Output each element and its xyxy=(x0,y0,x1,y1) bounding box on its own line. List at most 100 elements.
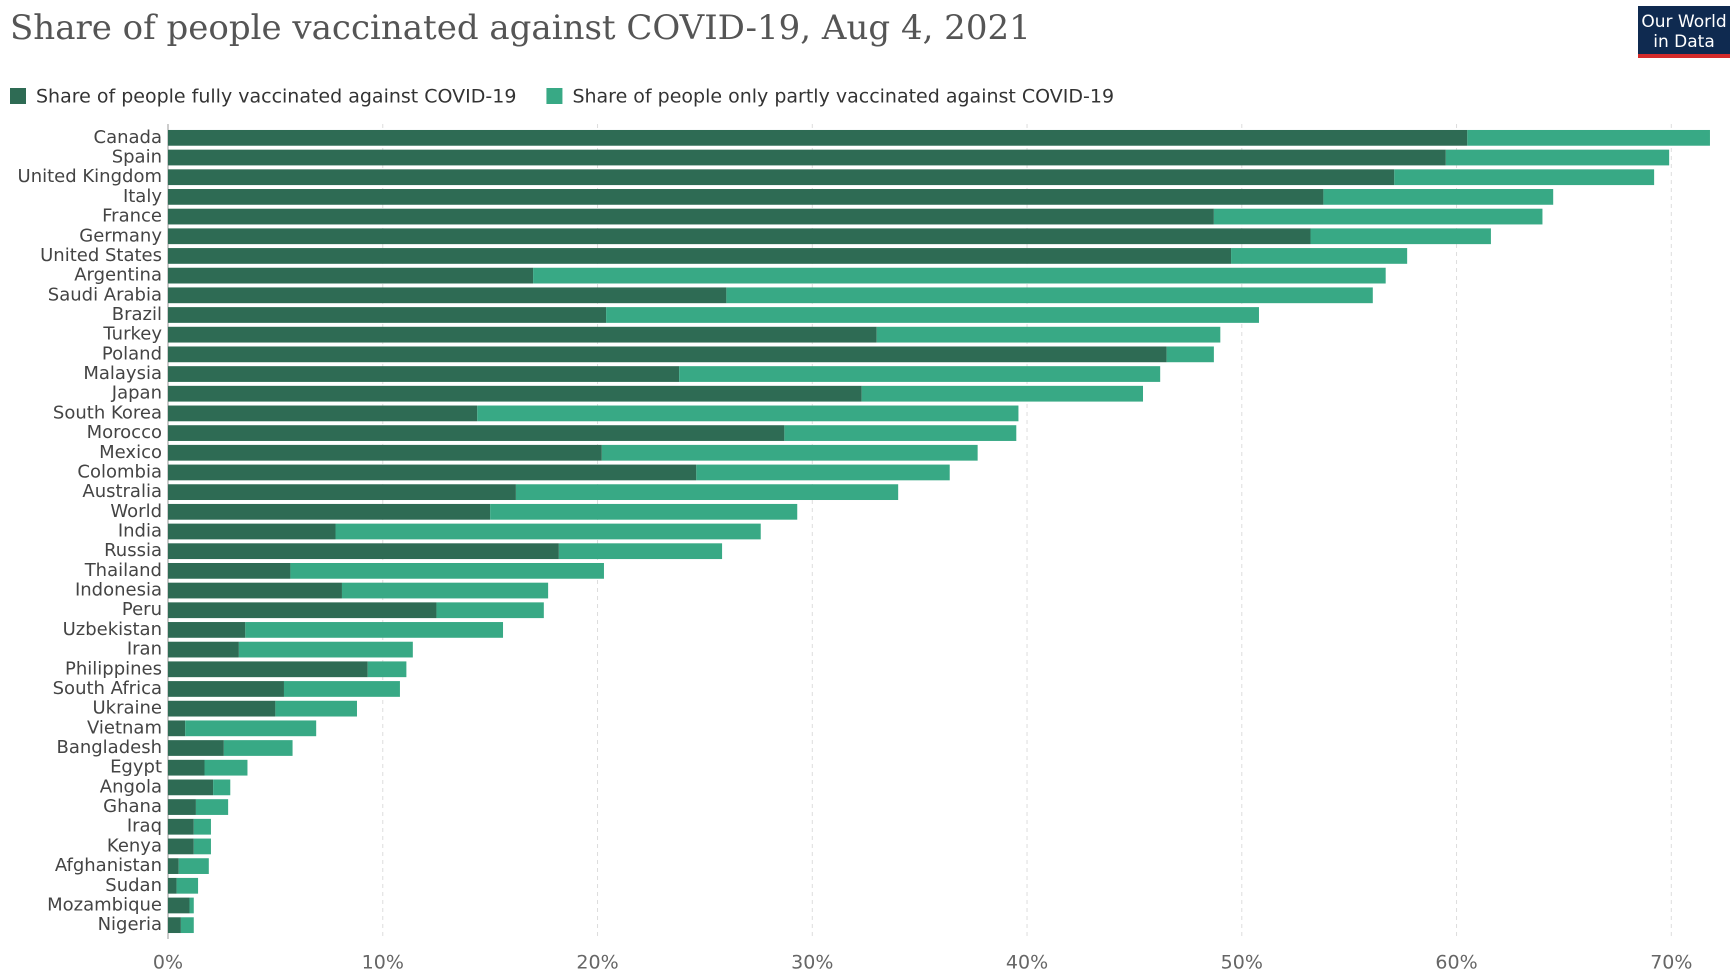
y-tick-label: Uzbekistan xyxy=(63,619,162,640)
bar-segment xyxy=(601,444,978,461)
logo-text: in Data xyxy=(1653,32,1715,52)
y-tick-label: Australia xyxy=(82,481,162,502)
y-tick-label: Russia xyxy=(104,540,162,561)
bar-segment xyxy=(168,523,336,540)
bar-segment xyxy=(515,484,899,501)
bar-segment xyxy=(1166,346,1214,363)
bar-segment xyxy=(168,267,534,284)
y-tick-label: Iraq xyxy=(127,816,162,837)
bar-segment xyxy=(168,838,194,855)
bar-segment xyxy=(367,661,407,678)
bar-segment xyxy=(168,700,276,717)
bar-segment xyxy=(168,385,862,402)
y-tick-label: Ukraine xyxy=(92,698,162,719)
bar-segment xyxy=(436,602,544,619)
logo-box xyxy=(1638,6,1730,58)
legend-label: Share of people fully vaccinated against… xyxy=(36,86,516,108)
y-tick-label: Afghanistan xyxy=(55,855,162,876)
bar-segment xyxy=(168,425,785,441)
bar-segment xyxy=(168,759,205,776)
y-tick-label: Japan xyxy=(111,383,162,404)
bar-segment xyxy=(168,877,177,894)
bar-segment xyxy=(1310,228,1491,245)
chart-title: Share of people vaccinated against COVID… xyxy=(10,8,1031,48)
bar-segment xyxy=(726,287,1373,304)
y-tick-label: World xyxy=(110,501,162,522)
y-tick-label: Vietnam xyxy=(87,717,162,738)
x-tick-label: 60% xyxy=(1435,952,1477,974)
y-tick-label: Thailand xyxy=(84,560,162,581)
logo: Our World in Data xyxy=(1638,6,1730,58)
y-tick-label: Poland xyxy=(102,343,162,364)
bar-segment xyxy=(606,307,1259,323)
bar-segment xyxy=(168,228,1311,245)
bar-segment xyxy=(533,267,1386,284)
bar-segment xyxy=(193,838,211,855)
bar-segment xyxy=(696,464,950,481)
y-tick-label: Angola xyxy=(100,776,162,797)
y-tick-label: Germany xyxy=(79,225,162,246)
x-tick-label: 30% xyxy=(791,952,833,974)
bar-segment xyxy=(176,877,199,894)
bar-segment xyxy=(168,405,478,422)
y-tick-label: South Africa xyxy=(53,678,162,699)
bar-segment xyxy=(168,484,516,501)
bar-segment xyxy=(178,858,209,874)
y-tick-label: Italy xyxy=(123,186,162,207)
bar-segment xyxy=(213,779,231,796)
bar-segment xyxy=(168,129,1468,146)
y-tick-label: Peru xyxy=(122,599,162,620)
bar-segment xyxy=(168,661,368,678)
bar-segment xyxy=(168,366,680,382)
bar-segment xyxy=(1467,129,1710,146)
y-tick-label: Brazil xyxy=(112,304,162,325)
bar-segment xyxy=(168,641,239,658)
y-tick-label: South Korea xyxy=(53,402,162,423)
bar-segment xyxy=(193,818,211,835)
bar-segment xyxy=(168,149,1446,166)
y-tick-label: Sudan xyxy=(105,875,162,896)
bar-segment xyxy=(490,503,798,520)
bar-segment xyxy=(341,582,549,599)
bar-segment xyxy=(1213,208,1543,225)
bar-segment xyxy=(290,562,604,579)
bar-segment xyxy=(180,917,194,934)
y-tick-label: Kenya xyxy=(107,835,162,856)
bar-segment xyxy=(1445,149,1670,166)
x-tick-label: 10% xyxy=(362,952,404,974)
y-tick-label: Argentina xyxy=(74,265,162,286)
bar-segment xyxy=(168,444,602,461)
bar-segment xyxy=(168,818,194,835)
bar-segment xyxy=(223,740,293,756)
bar-segment xyxy=(168,208,1214,225)
y-tick-label: Ghana xyxy=(103,796,162,817)
y-tick-label: Canada xyxy=(94,127,163,148)
bar-segment xyxy=(1394,169,1655,186)
bar-segment xyxy=(195,799,229,815)
bar-segment xyxy=(168,503,491,520)
bar-segment xyxy=(168,287,727,304)
bar-segment xyxy=(168,740,224,756)
bar-segment xyxy=(168,562,291,579)
bar-segment xyxy=(275,700,357,717)
bar-segment xyxy=(168,169,1395,186)
x-tick-label: 50% xyxy=(1221,952,1263,974)
y-tick-label: France xyxy=(102,206,162,227)
y-tick-label: Nigeria xyxy=(98,914,162,935)
y-tick-label: Iran xyxy=(127,639,162,660)
y-tick-label: Mexico xyxy=(99,442,162,463)
bar-segment xyxy=(168,582,342,599)
bar-segment xyxy=(204,759,248,776)
bar-segment xyxy=(477,405,1019,422)
bar-segment xyxy=(168,622,246,638)
legend-label: Share of people only partly vaccinated a… xyxy=(572,86,1114,108)
bar-segment xyxy=(283,681,400,697)
x-tick-label: 70% xyxy=(1650,952,1692,974)
bar-segment xyxy=(168,897,190,914)
bar-segment xyxy=(876,326,1221,343)
bar-segment xyxy=(168,307,607,323)
bar-segment xyxy=(168,681,284,697)
y-tick-label: Morocco xyxy=(87,422,162,443)
bar-segment xyxy=(168,248,1232,264)
